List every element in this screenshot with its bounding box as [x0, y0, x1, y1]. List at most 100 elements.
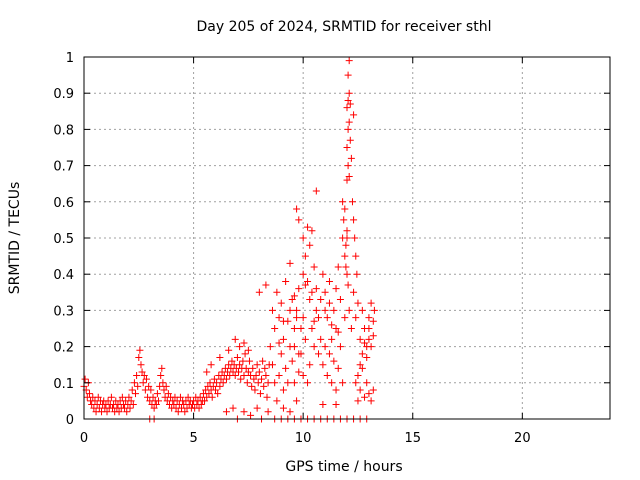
data-point: [299, 270, 307, 278]
data-point: [347, 325, 355, 332]
data-point: [85, 390, 93, 398]
data-point: [244, 368, 252, 376]
data-point: [312, 187, 320, 195]
data-point: [156, 382, 164, 390]
data-point: [354, 372, 362, 380]
data-point: [237, 375, 245, 383]
data-point: [304, 223, 312, 231]
data-point: [321, 288, 329, 296]
data-point: [339, 379, 347, 387]
data-point: [330, 357, 338, 365]
data-point: [231, 335, 239, 343]
data-point: [214, 390, 222, 398]
data-point: [228, 357, 236, 365]
data-point: [277, 350, 285, 358]
data-point: [334, 364, 342, 372]
data-point: [295, 368, 303, 376]
data-point: [240, 408, 248, 416]
data-point: [334, 328, 342, 336]
data-point: [137, 361, 145, 369]
data-point: [279, 404, 287, 412]
data-point: [304, 277, 312, 285]
data-point: [158, 364, 166, 372]
data-point: [138, 368, 146, 376]
data-point: [162, 382, 170, 390]
data-point: [139, 379, 147, 387]
data-point: [242, 364, 250, 372]
data-point: [336, 296, 344, 304]
data-point: [240, 339, 248, 347]
data-point: [325, 299, 333, 307]
data-point: [107, 393, 115, 401]
data-point: [356, 335, 364, 343]
data-point: [174, 408, 182, 416]
data-point: [332, 285, 340, 293]
data-point: [255, 368, 263, 376]
data-point: [288, 357, 296, 365]
y-tick-label: 0.2: [53, 341, 74, 356]
data-point: [293, 205, 301, 213]
data-point: [352, 252, 360, 260]
data-point: [293, 397, 301, 405]
data-point: [345, 118, 353, 126]
data-point: [315, 314, 323, 322]
data-point: [343, 144, 351, 151]
data-point: [255, 288, 263, 296]
data-point: [149, 393, 157, 401]
data-point: [181, 408, 189, 416]
data-point: [203, 368, 211, 376]
data-point: [365, 325, 373, 332]
data-point: [259, 357, 267, 365]
data-point: [290, 292, 298, 300]
data-point: [345, 172, 353, 180]
data-point: [350, 288, 358, 296]
data-point: [279, 335, 287, 343]
data-point: [135, 353, 143, 361]
data-point: [123, 408, 131, 416]
data-point: [128, 386, 136, 394]
data-point: [284, 379, 292, 387]
data-point: [160, 386, 168, 394]
data-point: [297, 325, 305, 332]
data-point: [363, 379, 371, 387]
data-point: [147, 386, 155, 394]
data-point: [268, 306, 276, 314]
data-point: [308, 288, 316, 296]
data-point: [286, 306, 294, 314]
data-points: [80, 57, 378, 423]
data-point: [118, 393, 126, 401]
data-point: [271, 379, 279, 387]
x-tick-label: 15: [404, 431, 421, 446]
data-point: [344, 162, 352, 170]
data-point: [358, 350, 366, 358]
x-tick-label: 0: [80, 431, 88, 446]
grid: [84, 57, 610, 419]
data-point: [252, 372, 260, 380]
data-point: [342, 241, 350, 249]
data-point: [261, 364, 269, 372]
y-tick-label: 0.8: [53, 123, 74, 138]
data-point: [159, 379, 167, 387]
data-point: [279, 386, 287, 394]
data-point: [343, 104, 351, 112]
data-point: [343, 270, 351, 278]
data-point: [293, 306, 301, 314]
data-point: [150, 404, 158, 412]
data-point: [115, 408, 123, 416]
data-point: [286, 408, 294, 416]
data-point: [142, 375, 150, 383]
x-tick-label: 20: [514, 431, 531, 446]
data-point: [306, 361, 314, 369]
data-point: [133, 372, 141, 380]
data-point: [197, 401, 205, 409]
data-point: [288, 296, 296, 304]
data-point: [205, 390, 213, 398]
axis-ticks: 00.10.20.30.40.50.60.70.80.910 5 10 15 20: [53, 51, 610, 446]
data-point: [277, 299, 285, 307]
data-point: [271, 325, 279, 332]
data-point: [321, 343, 329, 351]
data-point: [328, 321, 336, 329]
x-tick-label: 10: [295, 431, 312, 446]
data-point: [213, 379, 221, 387]
